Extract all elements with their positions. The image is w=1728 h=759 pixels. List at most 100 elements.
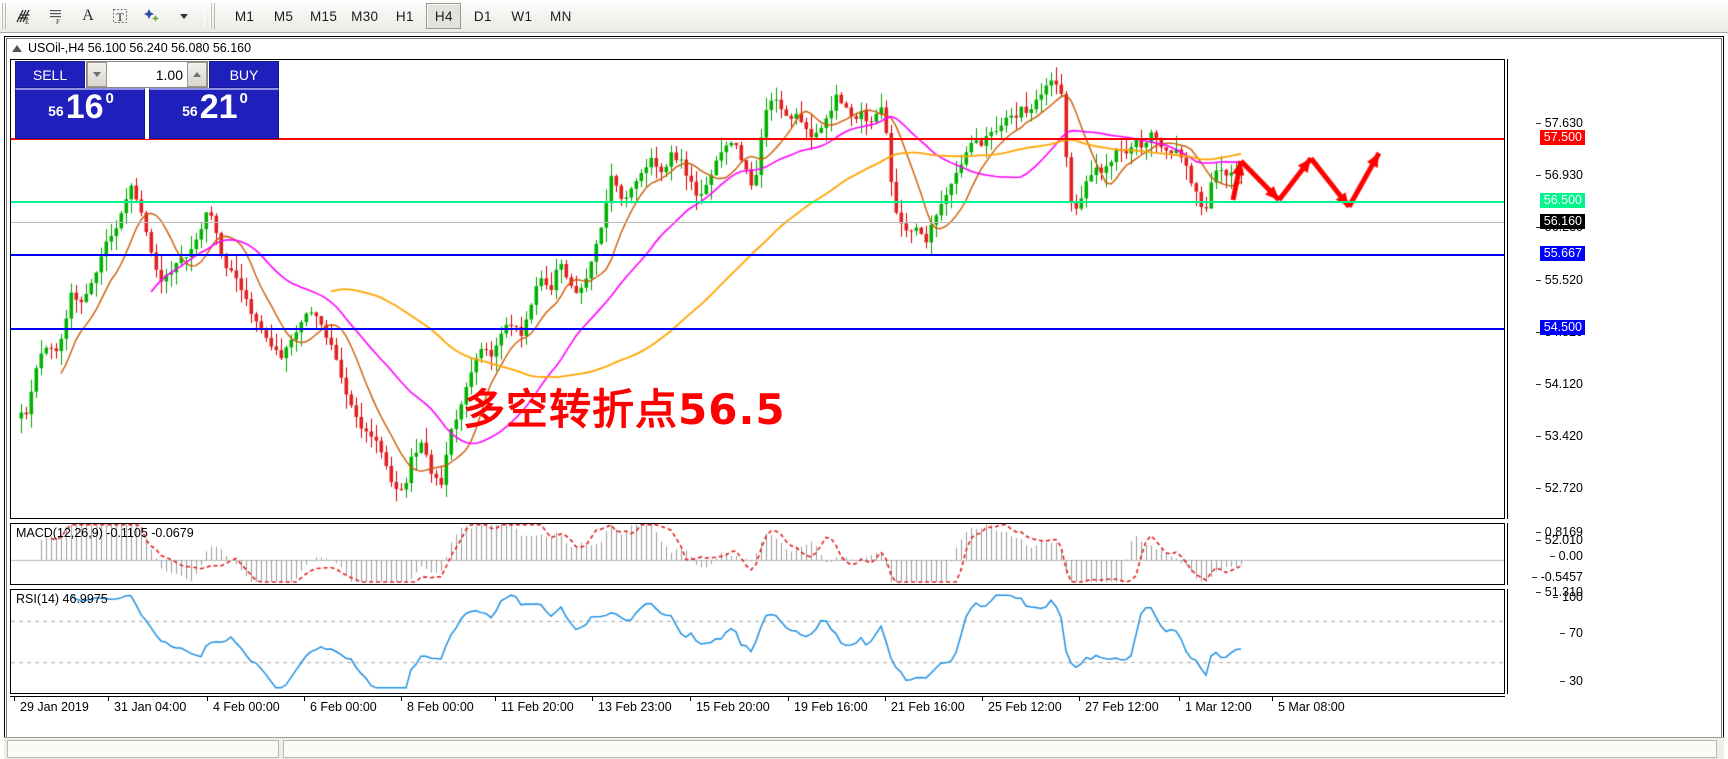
collapse-icon[interactable]: [12, 44, 22, 52]
one-click-trading-panel[interactable]: SELL 1.00 BUY 56 16 0: [15, 61, 279, 139]
time-tick: [304, 696, 305, 701]
buy-price-prefix: 56: [182, 103, 198, 119]
rsi-pane[interactable]: RSI(14) 46.9975: [10, 589, 1505, 694]
price-tick: 52.010: [1535, 533, 1583, 547]
toolbar-grip[interactable]: [1, 3, 8, 29]
macd-label: MACD(12,26,9) -0.1105 -0.0679: [16, 526, 194, 540]
timeframe-h1-button[interactable]: H1: [395, 8, 414, 24]
buy-price-display[interactable]: 56 21 0: [149, 88, 279, 139]
price-tick: 54.120: [1535, 377, 1583, 391]
price-tick: 53.420: [1535, 429, 1583, 443]
timeframe-h4-button[interactable]: H4: [426, 3, 462, 29]
rsi-tick: 100: [1553, 590, 1583, 604]
chart-annotation: 多空转折点56.5: [463, 385, 786, 434]
macd-tick: 0.00: [1549, 549, 1583, 563]
support2-level-tag[interactable]: 54.500: [1539, 320, 1585, 335]
objects-icon[interactable]: [137, 2, 167, 30]
time-label: 13 Feb 23:00: [598, 700, 672, 714]
indicators-icon[interactable]: E: [9, 2, 39, 30]
time-tick: [690, 696, 691, 701]
volume-increase-button[interactable]: [187, 62, 207, 87]
time-label: 5 Mar 08:00: [1278, 700, 1345, 714]
time-tick: [207, 696, 208, 701]
macd-tick: 0.8169: [1535, 525, 1583, 539]
status-bar: [4, 737, 1724, 759]
price-divider: [145, 88, 149, 139]
chevron-down-icon[interactable]: [169, 2, 199, 30]
toolbar-separator: [204, 5, 205, 27]
rsi-canvas: [11, 590, 1504, 693]
status-cell-left: [7, 740, 279, 758]
macd-canvas: [11, 524, 1504, 584]
rsi-label: RSI(14) 46.9975: [16, 592, 108, 606]
chart-window: USOil-,H4 56.100 56.240 56.080 56.160 多空…: [4, 36, 1724, 755]
timeframe-m5-button[interactable]: M5: [273, 8, 294, 24]
price-tick: 55.520: [1535, 273, 1583, 287]
time-tick: [495, 696, 496, 701]
rsi-scale: 100 70 30: [1507, 589, 1721, 694]
time-label: 1 Mar 12:00: [1185, 700, 1252, 714]
volume-stepper[interactable]: 1.00: [86, 61, 208, 88]
time-tick: [592, 696, 593, 701]
rsi-tick: 30: [1560, 674, 1583, 688]
resistance-level-tag[interactable]: 57.500: [1539, 130, 1585, 145]
buy-price-main: 21: [199, 88, 238, 126]
time-axis[interactable]: 29 Jan 2019 31 Jan 04:00 4 Feb 00:00 6 Feb …: [10, 696, 1505, 718]
time-label: 4 Feb 00:00: [213, 700, 280, 714]
time-label: 19 Feb 16:00: [794, 700, 868, 714]
time-label: 21 Feb 16:00: [891, 700, 965, 714]
timeframe-w1-button[interactable]: W1: [511, 8, 533, 24]
time-tick: [401, 696, 402, 701]
sell-button[interactable]: SELL: [15, 61, 85, 88]
svg-text:T: T: [116, 10, 124, 24]
sell-price-main: 16: [65, 88, 104, 126]
text-label-icon[interactable]: T: [105, 2, 135, 30]
volume-input[interactable]: 1.00: [107, 62, 187, 87]
pivot-line-56500[interactable]: [11, 201, 1504, 203]
time-tick: [982, 696, 983, 701]
sell-price-display[interactable]: 56 16 0: [15, 88, 145, 139]
price-axis-line: [1507, 59, 1508, 519]
time-label: 15 Feb 20:00: [696, 700, 770, 714]
price-scale[interactable]: 57.63056.93056.23055.52054.82054.12053.4…: [1507, 59, 1721, 599]
price-tick: 51.310: [1535, 585, 1583, 599]
time-label: 31 Jan 04:00: [114, 700, 187, 714]
time-tick: [14, 696, 15, 701]
status-cell-right: [283, 740, 1717, 758]
support-level-tag[interactable]: 55.667: [1539, 246, 1585, 261]
price-tick: 57.630: [1535, 116, 1583, 130]
resistance-line-57500[interactable]: [11, 138, 1504, 140]
time-label: 8 Feb 00:00: [407, 700, 474, 714]
sell-price-prefix: 56: [48, 103, 64, 119]
time-label: 29 Jan 2019: [20, 700, 89, 714]
grid-icon[interactable]: F: [41, 2, 71, 30]
timeframe-m15-button[interactable]: M15: [310, 8, 338, 24]
svg-text:E: E: [25, 18, 29, 26]
timeframe-group: M1 M5 M15 M30 H1 H4 D1 W1 MN: [225, 3, 580, 29]
time-label: 25 Feb 12:00: [988, 700, 1062, 714]
time-label: 6 Feb 00:00: [310, 700, 377, 714]
support-line-55667[interactable]: [11, 254, 1504, 256]
time-label: 27 Feb 12:00: [1085, 700, 1159, 714]
timeframe-grip[interactable]: [210, 3, 217, 29]
buy-button[interactable]: BUY: [209, 61, 279, 88]
support-line-54500[interactable]: [11, 328, 1504, 330]
macd-scale: 0.8169 0.00 -0.5457: [1507, 523, 1721, 585]
time-tick: [885, 696, 886, 701]
timeframe-m1-button[interactable]: M1: [234, 8, 255, 24]
macd-pane[interactable]: MACD(12,26,9) -0.1105 -0.0679: [10, 523, 1505, 585]
time-tick: [1179, 696, 1180, 701]
price-tick: 52.720: [1535, 481, 1583, 495]
current-price-line[interactable]: [11, 222, 1504, 223]
timeframe-d1-button[interactable]: D1: [473, 8, 492, 24]
current-price-tag[interactable]: 56.160: [1539, 214, 1585, 229]
time-label: 11 Feb 20:00: [501, 700, 574, 714]
macd-tick: -0.5457: [1531, 570, 1583, 584]
timeframe-m30-button[interactable]: M30: [351, 8, 379, 24]
pivot-level-tag[interactable]: 56.500: [1539, 193, 1585, 208]
timeframe-mn-button[interactable]: MN: [550, 8, 572, 24]
text-tool-icon[interactable]: A: [82, 7, 94, 24]
main-toolbar: E F A T: [0, 0, 1728, 33]
volume-decrease-button[interactable]: [87, 62, 107, 87]
rsi-tick: 70: [1560, 626, 1583, 640]
